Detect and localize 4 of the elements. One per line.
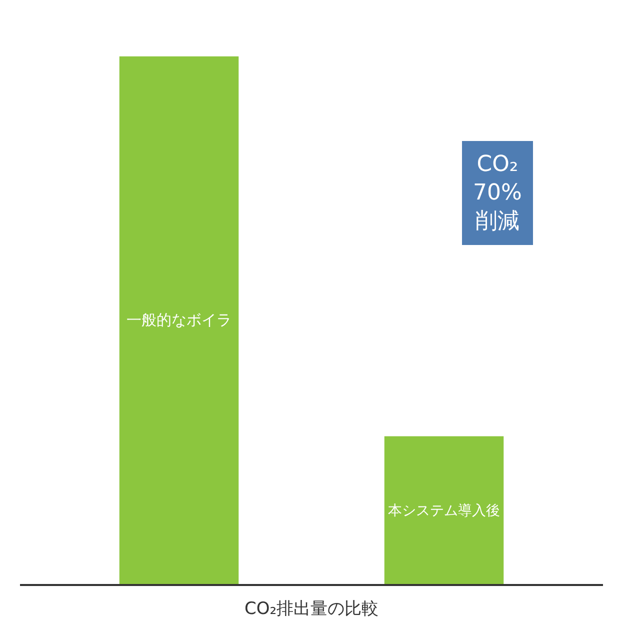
x-tick-label: 本システム導入後 [388, 502, 500, 519]
x-tick-label: 一般的なボイラ [126, 311, 232, 330]
x-axis-title: CO₂排出量の比較 [244, 599, 379, 620]
annotation: CO₂ 70% 削減 [473, 152, 522, 234]
